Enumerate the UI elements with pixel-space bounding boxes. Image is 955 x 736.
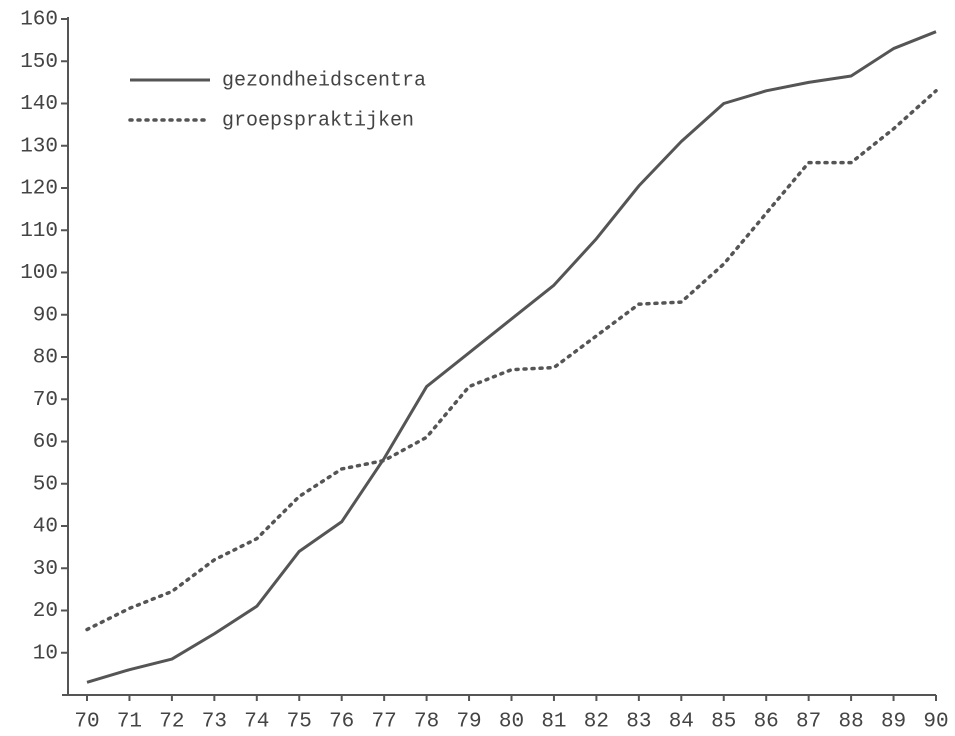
y-tick-label: 70 [33,389,58,412]
y-tick-label: 40 [33,516,58,539]
y-tick-label: 120 [20,178,58,201]
y-tick-label: 110 [20,220,58,243]
y-tick-label: 20 [33,600,58,623]
x-tick-label: 78 [414,711,439,734]
x-tick-label: 73 [202,711,227,734]
x-tick-label: 74 [244,711,269,734]
line-series [86,30,937,684]
x-tick-label: 82 [584,711,609,734]
x-tick-label: 80 [499,711,524,734]
y-tick-label: 90 [33,304,58,327]
x-tick-label: 89 [881,711,906,734]
y-tick-label: 80 [33,347,58,370]
x-tick-label: 88 [838,711,863,734]
line-series [85,89,938,632]
x-tick-label: 85 [711,711,736,734]
y-tick-label: 160 [20,9,58,32]
x-tick-label: 81 [541,711,566,734]
x-tick-label: 87 [796,711,821,734]
x-tick-label: 86 [754,711,779,734]
y-tick-label: 150 [20,51,58,74]
x-tick-label: 71 [117,711,142,734]
legend-label: groepspraktijken [222,109,414,132]
x-tick-label: 75 [287,711,312,734]
x-tick-label: 76 [329,711,354,734]
y-tick-label: 10 [33,642,58,665]
y-tick-label: 50 [33,473,58,496]
y-tick-label: 130 [20,135,58,158]
x-tick-label: 84 [669,711,694,734]
legend-label: gezondheidscentra [222,69,426,92]
x-tick-label: 72 [159,711,184,734]
x-tick-label: 77 [372,711,397,734]
y-tick-label: 60 [33,431,58,454]
y-tick-label: 140 [20,93,58,116]
y-tick-label: 30 [33,558,58,581]
x-tick-label: 90 [923,711,948,734]
x-tick-label: 83 [626,711,651,734]
x-tick-label: 70 [74,711,99,734]
y-tick-label: 100 [20,262,58,285]
x-tick-label: 79 [456,711,481,734]
